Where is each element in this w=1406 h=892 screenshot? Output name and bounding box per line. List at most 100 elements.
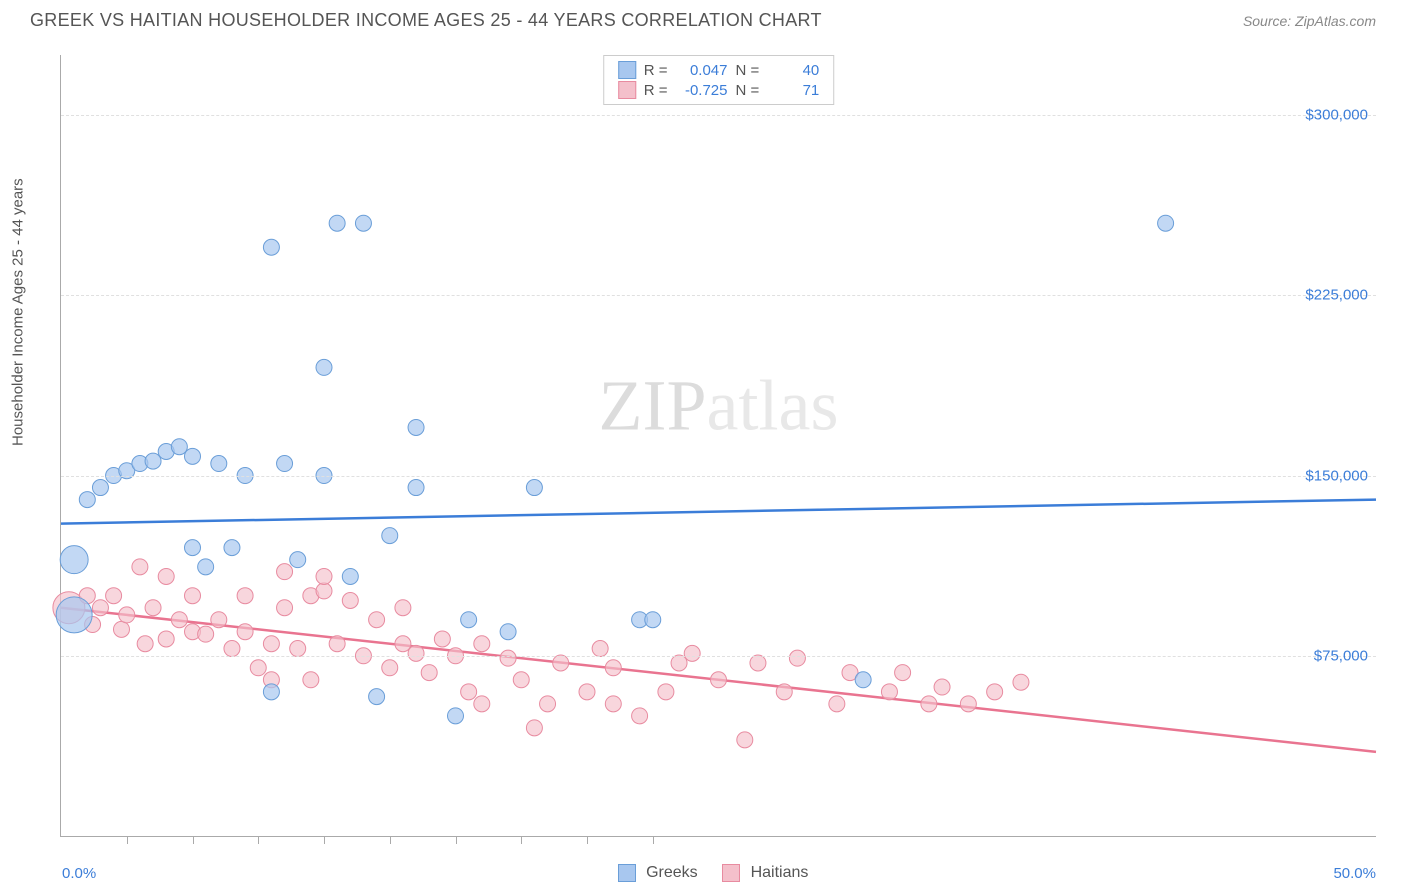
scatter-point-greeks[interactable] [263, 239, 279, 255]
scatter-point-haitians[interactable] [113, 621, 129, 637]
scatter-point-greeks[interactable] [408, 419, 424, 435]
scatter-point-haitians[interactable] [553, 655, 569, 671]
scatter-point-haitians[interactable] [237, 624, 253, 640]
scatter-point-haitians[interactable] [198, 626, 214, 642]
scatter-point-greeks[interactable] [369, 689, 385, 705]
scatter-point-haitians[interactable] [369, 612, 385, 628]
scatter-point-haitians[interactable] [474, 636, 490, 652]
scatter-point-greeks[interactable] [1158, 215, 1174, 231]
scatter-point-greeks[interactable] [500, 624, 516, 640]
scatter-point-haitians[interactable] [277, 600, 293, 616]
scatter-point-haitians[interactable] [224, 641, 240, 657]
scatter-point-haitians[interactable] [408, 645, 424, 661]
scatter-point-haitians[interactable] [632, 708, 648, 724]
scatter-point-haitians[interactable] [513, 672, 529, 688]
scatter-point-haitians[interactable] [303, 672, 319, 688]
scatter-point-greeks[interactable] [60, 546, 88, 574]
legend-r-value-greeks: 0.047 [676, 62, 728, 79]
scatter-point-haitians[interactable] [316, 568, 332, 584]
scatter-point-haitians[interactable] [158, 568, 174, 584]
scatter-point-haitians[interactable] [171, 612, 187, 628]
scatter-point-haitians[interactable] [329, 636, 345, 652]
scatter-point-haitians[interactable] [342, 592, 358, 608]
scatter-point-haitians[interactable] [987, 684, 1003, 700]
scatter-point-haitians[interactable] [211, 612, 227, 628]
chart-title: GREEK VS HAITIAN HOUSEHOLDER INCOME AGES… [30, 10, 822, 31]
scatter-point-greeks[interactable] [263, 684, 279, 700]
scatter-point-haitians[interactable] [185, 588, 201, 604]
scatter-svg [61, 55, 1376, 836]
scatter-point-greeks[interactable] [342, 568, 358, 584]
scatter-point-haitians[interactable] [237, 588, 253, 604]
scatter-point-haitians[interactable] [119, 607, 135, 623]
scatter-point-greeks[interactable] [211, 456, 227, 472]
scatter-point-greeks[interactable] [290, 552, 306, 568]
scatter-point-haitians[interactable] [658, 684, 674, 700]
scatter-point-greeks[interactable] [855, 672, 871, 688]
scatter-point-haitians[interactable] [934, 679, 950, 695]
scatter-point-haitians[interactable] [921, 696, 937, 712]
scatter-point-greeks[interactable] [382, 528, 398, 544]
scatter-point-haitians[interactable] [605, 660, 621, 676]
legend-r-label: R = [644, 62, 668, 79]
scatter-point-greeks[interactable] [56, 597, 92, 633]
scatter-point-haitians[interactable] [277, 564, 293, 580]
scatter-point-haitians[interactable] [789, 650, 805, 666]
scatter-point-haitians[interactable] [316, 583, 332, 599]
scatter-point-greeks[interactable] [224, 540, 240, 556]
legend-row-greeks: R = 0.047 N = 40 [618, 60, 820, 80]
scatter-point-greeks[interactable] [316, 359, 332, 375]
scatter-point-haitians[interactable] [395, 636, 411, 652]
scatter-point-haitians[interactable] [395, 600, 411, 616]
scatter-point-greeks[interactable] [329, 215, 345, 231]
scatter-point-greeks[interactable] [185, 448, 201, 464]
scatter-point-haitians[interactable] [263, 636, 279, 652]
scatter-point-haitians[interactable] [250, 660, 266, 676]
scatter-point-haitians[interactable] [106, 588, 122, 604]
scatter-point-greeks[interactable] [198, 559, 214, 575]
scatter-point-greeks[interactable] [526, 480, 542, 496]
scatter-point-greeks[interactable] [277, 456, 293, 472]
legend-label-haitians: Haitians [751, 864, 809, 881]
scatter-point-haitians[interactable] [526, 720, 542, 736]
scatter-point-haitians[interactable] [960, 696, 976, 712]
scatter-point-greeks[interactable] [185, 540, 201, 556]
scatter-point-haitians[interactable] [474, 696, 490, 712]
scatter-point-haitians[interactable] [895, 665, 911, 681]
scatter-point-haitians[interactable] [158, 631, 174, 647]
scatter-point-haitians[interactable] [605, 696, 621, 712]
scatter-point-haitians[interactable] [290, 641, 306, 657]
scatter-point-haitians[interactable] [737, 732, 753, 748]
scatter-point-greeks[interactable] [79, 492, 95, 508]
scatter-point-haitians[interactable] [881, 684, 897, 700]
scatter-point-haitians[interactable] [1013, 674, 1029, 690]
scatter-point-haitians[interactable] [434, 631, 450, 647]
scatter-point-haitians[interactable] [382, 660, 398, 676]
scatter-point-haitians[interactable] [540, 696, 556, 712]
scatter-point-greeks[interactable] [92, 480, 108, 496]
scatter-point-greeks[interactable] [645, 612, 661, 628]
scatter-point-haitians[interactable] [461, 684, 477, 700]
scatter-point-haitians[interactable] [92, 600, 108, 616]
scatter-point-haitians[interactable] [421, 665, 437, 681]
scatter-point-haitians[interactable] [750, 655, 766, 671]
scatter-point-greeks[interactable] [461, 612, 477, 628]
scatter-point-haitians[interactable] [776, 684, 792, 700]
scatter-point-haitians[interactable] [684, 645, 700, 661]
scatter-point-haitians[interactable] [137, 636, 153, 652]
scatter-point-greeks[interactable] [171, 439, 187, 455]
legend-n-value-haitians: 71 [767, 82, 819, 99]
scatter-point-haitians[interactable] [829, 696, 845, 712]
legend-swatch-haitians [618, 81, 636, 99]
scatter-point-haitians[interactable] [711, 672, 727, 688]
scatter-point-haitians[interactable] [132, 559, 148, 575]
scatter-point-haitians[interactable] [500, 650, 516, 666]
scatter-point-haitians[interactable] [579, 684, 595, 700]
scatter-point-greeks[interactable] [448, 708, 464, 724]
scatter-point-haitians[interactable] [145, 600, 161, 616]
scatter-point-greeks[interactable] [145, 453, 161, 469]
scatter-point-haitians[interactable] [671, 655, 687, 671]
scatter-point-haitians[interactable] [592, 641, 608, 657]
scatter-point-greeks[interactable] [355, 215, 371, 231]
scatter-point-greeks[interactable] [408, 480, 424, 496]
